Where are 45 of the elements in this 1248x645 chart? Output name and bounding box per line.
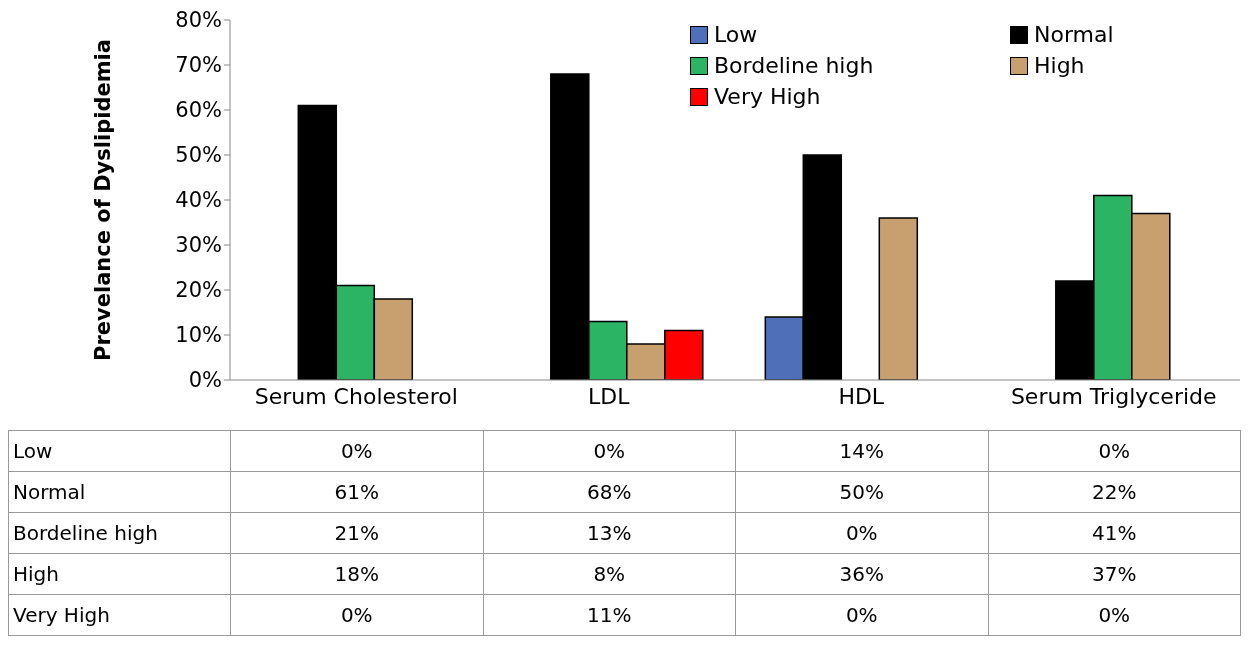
- data-label: 22%: [988, 471, 1241, 513]
- data-label: 36%: [735, 553, 988, 595]
- data-label: 0%: [483, 430, 736, 472]
- legend-label: High: [1034, 53, 1085, 78]
- data-label: 61%: [230, 471, 483, 513]
- x-tick-label: Serum Triglyceride: [1010, 383, 1217, 409]
- data-label: 8%: [483, 553, 736, 595]
- data-label: 18%: [230, 553, 483, 595]
- legend-label: Bordeline high: [714, 53, 874, 78]
- text: Low: [13, 439, 53, 463]
- text: Bordeline high: [13, 521, 158, 545]
- data-label: 21%: [230, 512, 483, 554]
- data-label: 50%: [735, 471, 988, 513]
- data-label: 13%: [483, 512, 736, 554]
- y-tick-label: 40%: [175, 188, 222, 213]
- y-tick-label: 0%: [188, 368, 222, 393]
- data-label: 14%: [735, 430, 988, 472]
- legend-label: Normal: [1034, 22, 1114, 47]
- text: High: [13, 562, 59, 586]
- y-tick-label: 10%: [175, 323, 222, 348]
- text: Normal: [13, 480, 86, 504]
- x-tick-label: HDL: [838, 383, 885, 409]
- legend-label: Low: [714, 22, 758, 47]
- y-tick-label: 80%: [175, 8, 222, 33]
- data-label: 41%: [988, 512, 1241, 554]
- data-label: 0%: [735, 594, 988, 636]
- data-label: 0%: [230, 430, 483, 472]
- y-axis-title: Prevelance of Dyslipidemia: [91, 39, 116, 361]
- data-label: 68%: [483, 471, 736, 513]
- x-tick-label: Serum Cholesterol: [254, 383, 458, 409]
- data-label: 0%: [988, 430, 1241, 472]
- legend-label: Very High: [714, 84, 821, 109]
- data-label: 0%: [735, 512, 988, 554]
- y-tick-label: 60%: [175, 98, 222, 123]
- text: Very High: [13, 603, 110, 627]
- data-label: 0%: [230, 594, 483, 636]
- data-label: 37%: [988, 553, 1241, 595]
- y-tick-label: 50%: [175, 143, 222, 168]
- y-tick-label: 20%: [175, 278, 222, 303]
- x-tick-label: LDL: [588, 383, 631, 409]
- data-label: 0%: [988, 594, 1241, 636]
- y-tick-label: 70%: [175, 53, 222, 78]
- y-tick-label: 30%: [175, 233, 222, 258]
- bar: [878, 217, 919, 380]
- data-label: 11%: [483, 594, 736, 636]
